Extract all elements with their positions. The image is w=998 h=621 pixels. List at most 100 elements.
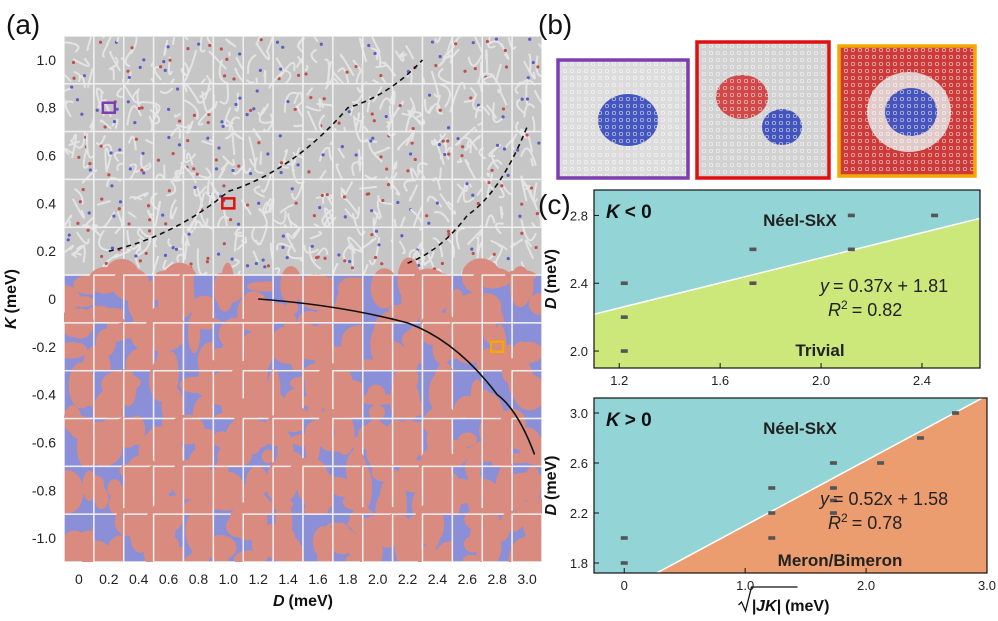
cell-stripe (409, 208, 423, 232)
lattice-site (653, 82, 659, 88)
phase-cell (93, 36, 129, 85)
lattice-site (792, 148, 798, 154)
cell-background (452, 36, 483, 84)
cell-domain-blob (118, 367, 136, 405)
cell-background (422, 36, 453, 84)
data-point (768, 511, 776, 515)
cell-stripe (180, 161, 197, 184)
cell-defect-dot (147, 229, 152, 233)
cell-stripe (81, 169, 98, 184)
cell-domain-blob (148, 501, 183, 535)
cell-stripe (234, 133, 245, 141)
lattice-site (792, 64, 798, 70)
phase-cell (256, 497, 306, 562)
lattice-site (864, 124, 870, 130)
cell-defect-dot (343, 215, 347, 219)
lattice-site (843, 138, 849, 144)
fit-expression: = 0.52x + 1.58 (833, 489, 948, 509)
cell-stripe (126, 105, 142, 126)
lattice-site (857, 82, 863, 88)
lattice-site (920, 138, 926, 144)
lattice-site (778, 141, 784, 147)
lattice-site (576, 152, 582, 158)
lattice-site (625, 124, 631, 130)
lattice-site (920, 47, 926, 53)
cell-defect-dot (141, 151, 145, 155)
cell-stripe (260, 173, 272, 193)
lattice-site (871, 117, 877, 123)
cell-domain-blob (449, 315, 488, 364)
cell-stripe (485, 104, 497, 119)
lattice-site (701, 71, 707, 77)
lattice-site (913, 124, 919, 130)
cell-defect-dot (167, 135, 171, 140)
cell-defect-dot (309, 96, 313, 100)
cell-defect-dot (71, 60, 76, 65)
lattice-site (871, 82, 877, 88)
lattice-site (660, 152, 666, 158)
cell-defect-dot (398, 103, 402, 108)
lattice-site (625, 110, 631, 116)
cell-stripe (252, 250, 259, 263)
lattice-site (948, 166, 954, 172)
lattice-site (708, 169, 714, 175)
lattice-site (899, 138, 905, 144)
lattice-site (667, 159, 673, 165)
lattice-site (764, 64, 770, 70)
cell-background (153, 179, 184, 228)
cell-defect-dot (277, 77, 281, 81)
lattice-site (757, 113, 763, 119)
lattice-site (878, 152, 884, 158)
cell-stripe (225, 38, 237, 48)
cell-defect-dot (275, 40, 280, 44)
cell-defect-dot (103, 125, 107, 129)
lattice-site (885, 110, 891, 116)
lattice-site (597, 82, 603, 88)
x-tick-label: 0 (75, 571, 83, 587)
cell-defect-dot (503, 48, 507, 53)
lattice-site (871, 61, 877, 67)
lattice-site (820, 71, 826, 77)
lattice-site (618, 138, 624, 144)
cell-defect-dot (463, 69, 467, 73)
x-axis-var: D (273, 593, 285, 610)
lattice-site (955, 47, 961, 53)
lattice-site (681, 117, 687, 123)
lattice-site (948, 89, 954, 95)
lattice-site (618, 117, 624, 123)
cell-defect-dot (437, 142, 441, 147)
lattice-site (729, 162, 735, 168)
cell-stripe (366, 96, 372, 113)
cell-defect-dot (312, 214, 316, 218)
cell-defect-dot (138, 65, 142, 70)
cell-defect-dot (186, 138, 190, 143)
cell-stripe (104, 147, 111, 173)
data-point (829, 511, 837, 515)
cell-domain-blob (64, 342, 88, 359)
lattice-site (885, 152, 891, 158)
lattice-site (885, 47, 891, 53)
fit-y-var: y (818, 489, 830, 509)
lattice-site (736, 162, 742, 168)
lattice-site (701, 85, 707, 91)
lattice-site (597, 131, 603, 137)
lattice-site (820, 92, 826, 98)
lattice-site (799, 85, 805, 91)
cell-stripe (527, 53, 532, 74)
cell-stripe (401, 97, 416, 116)
lattice-site (871, 96, 877, 102)
lattice-site (771, 71, 777, 77)
lattice-site (785, 71, 791, 77)
cell-defect-dot (75, 98, 80, 102)
lattice-site (597, 61, 603, 67)
lattice-site (955, 131, 961, 137)
lattice-site (618, 89, 624, 95)
condition-label: K < 0 (606, 202, 652, 223)
lattice-site (785, 169, 791, 175)
lattice-site (850, 61, 856, 67)
lattice-site (850, 47, 856, 53)
y-tick-label: 1.0 (37, 52, 57, 68)
y-axis-unit: (meV) (543, 249, 560, 293)
lattice-site (927, 68, 933, 74)
lattice-site (941, 124, 947, 130)
